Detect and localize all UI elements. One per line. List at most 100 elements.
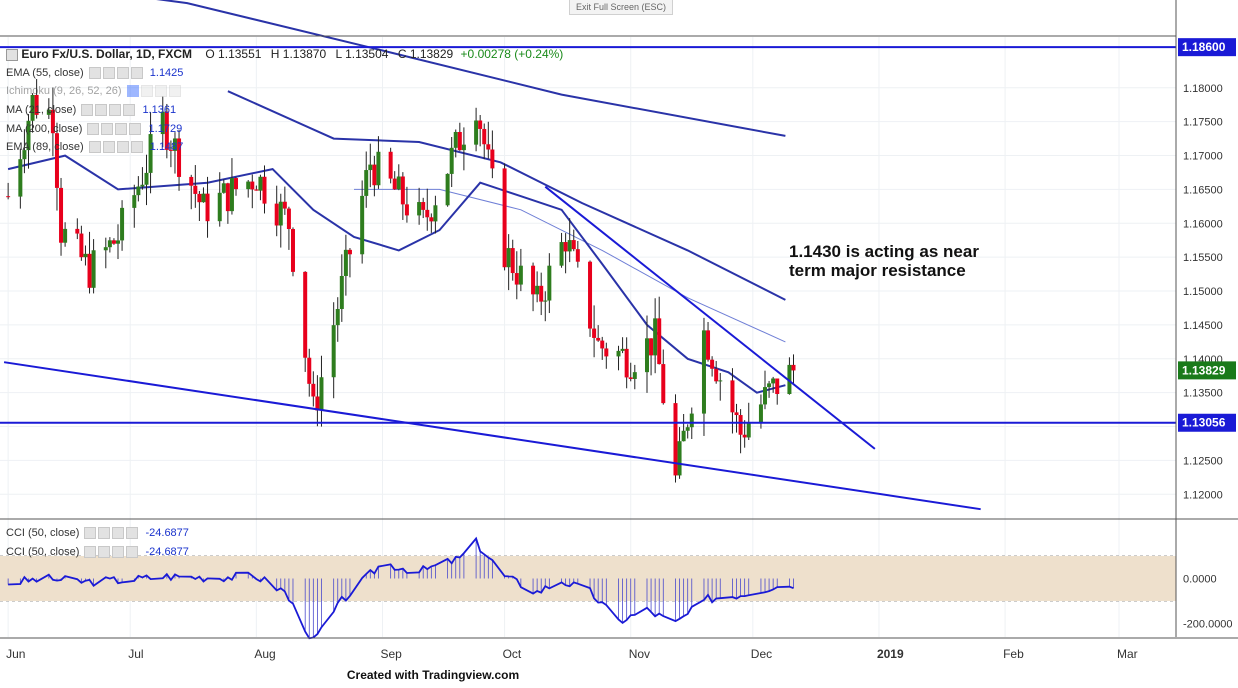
close-icon[interactable] <box>126 546 139 559</box>
eye-icon[interactable] <box>126 85 139 98</box>
indicator-value: 1.1425 <box>149 67 184 79</box>
exit-fullscreen-button[interactable]: Exit Full Screen (ESC) <box>569 0 674 15</box>
candle-body <box>661 364 666 404</box>
candle-body <box>673 403 678 476</box>
indicator-label: EMA (55, close) <box>6 67 84 79</box>
ohlc-open: O 1.13551 <box>205 47 262 61</box>
y-tick-label: 1.17500 <box>1183 117 1223 129</box>
candle-body <box>763 387 768 405</box>
resistance-annotation: 1.1430 is acting as near term major resi… <box>789 242 979 280</box>
candle-body <box>278 201 283 226</box>
indicator-value: -24.6877 <box>145 527 189 539</box>
plus-icon[interactable] <box>154 85 167 98</box>
candle-body <box>22 150 27 160</box>
indicator-cci-1[interactable]: CCI (50, close) -24.6877 <box>6 527 189 540</box>
eye-icon[interactable] <box>84 527 97 540</box>
close-icon[interactable] <box>123 104 136 117</box>
x-tick-label: Jun <box>6 647 25 661</box>
candle-body <box>490 149 495 169</box>
candle-body <box>730 380 735 413</box>
candle-body <box>335 308 340 326</box>
indicator-ema89[interactable]: EMA (89, close) 1.1487 <box>6 141 184 154</box>
y-tick-label: 1.15500 <box>1183 252 1223 264</box>
candle-body <box>718 380 723 382</box>
indicator-cci-2[interactable]: CCI (50, close) -24.6877 <box>6 546 189 559</box>
candle-body <box>262 176 267 204</box>
candle-body <box>486 144 491 150</box>
candle-body <box>258 176 263 191</box>
x-tick-label: Feb <box>1003 647 1024 661</box>
candle-body <box>120 207 125 241</box>
gear-icon[interactable] <box>102 141 115 154</box>
plus-icon[interactable] <box>109 104 122 117</box>
x-tick-label: Aug <box>254 647 275 661</box>
plus-icon[interactable] <box>116 141 129 154</box>
price-tag-label: 1.13056 <box>1182 416 1226 430</box>
candle-body <box>140 184 145 187</box>
candle-body <box>315 396 320 411</box>
ohlc-close: C 1.13829 <box>397 47 454 61</box>
indicator-label: MA (200, close) <box>6 123 83 135</box>
candle-body <box>193 185 198 194</box>
indicator-ichimoku[interactable]: Ichimoku (9, 26, 52, 26) <box>6 85 181 98</box>
close-icon[interactable] <box>129 123 142 136</box>
eye-icon[interactable] <box>87 123 100 136</box>
collapse-icon[interactable] <box>6 48 18 61</box>
plus-icon[interactable] <box>116 67 129 80</box>
candle-body <box>478 120 483 129</box>
candle-body <box>360 195 365 255</box>
eye-icon[interactable] <box>88 67 101 80</box>
eye-icon[interactable] <box>88 141 101 154</box>
candle-body <box>372 164 377 186</box>
candle-body <box>111 240 116 244</box>
ohlc-low: L 1.13504 <box>335 47 389 61</box>
candle-body <box>421 202 426 210</box>
gear-icon[interactable] <box>98 527 111 540</box>
plus-icon[interactable] <box>115 123 128 136</box>
candle-body <box>628 377 633 379</box>
candle-body <box>758 404 763 424</box>
indicator-ema55[interactable]: EMA (55, close) 1.1425 <box>6 67 184 80</box>
indicator-ma200[interactable]: MA (200, close) 1.1729 <box>6 123 182 136</box>
candle-body <box>775 378 780 395</box>
gear-icon[interactable] <box>140 85 153 98</box>
symbol-title: Euro Fx/U.S. Dollar, 1D, FXCM <box>21 47 193 61</box>
eye-icon[interactable] <box>81 104 94 117</box>
overlay-ma-21-close- <box>7 154 786 394</box>
candle-body <box>575 249 580 262</box>
gear-icon[interactable] <box>95 104 108 117</box>
candle-body <box>250 181 255 190</box>
candle-body <box>396 176 401 190</box>
candle-body <box>767 383 772 388</box>
indicator-value: 1.1487 <box>149 141 184 153</box>
candle-body <box>559 242 564 266</box>
candle-body <box>46 109 51 115</box>
gear-icon[interactable] <box>102 67 115 80</box>
close-icon[interactable] <box>168 85 181 98</box>
gear-icon[interactable] <box>98 546 111 559</box>
eye-icon[interactable] <box>84 546 97 559</box>
candle-body <box>453 131 458 148</box>
candle-body <box>91 250 96 288</box>
candle-body <box>653 318 658 356</box>
gear-icon[interactable] <box>101 123 114 136</box>
cci-series-line <box>8 536 794 640</box>
close-icon[interactable] <box>130 141 143 154</box>
candle-body <box>596 337 601 341</box>
plus-icon[interactable] <box>112 546 125 559</box>
cci-band <box>0 556 1176 601</box>
close-icon[interactable] <box>126 527 139 540</box>
candle-body <box>531 265 536 295</box>
candle-body <box>164 111 169 150</box>
candle-body <box>221 183 226 193</box>
symbol-header: Euro Fx/U.S. Dollar, 1D, FXCM O 1.13551 … <box>6 47 563 61</box>
close-icon[interactable] <box>130 67 143 80</box>
indicator-ma21[interactable]: MA (21, close) 1.1361 <box>6 104 176 117</box>
overlay-ma-200-close- <box>156 0 786 137</box>
plus-icon[interactable] <box>112 527 125 540</box>
trend-lines <box>0 46 1176 511</box>
down-trendline <box>544 185 876 450</box>
candle-body <box>392 178 397 190</box>
indicator-label: EMA (89, close) <box>6 141 84 153</box>
